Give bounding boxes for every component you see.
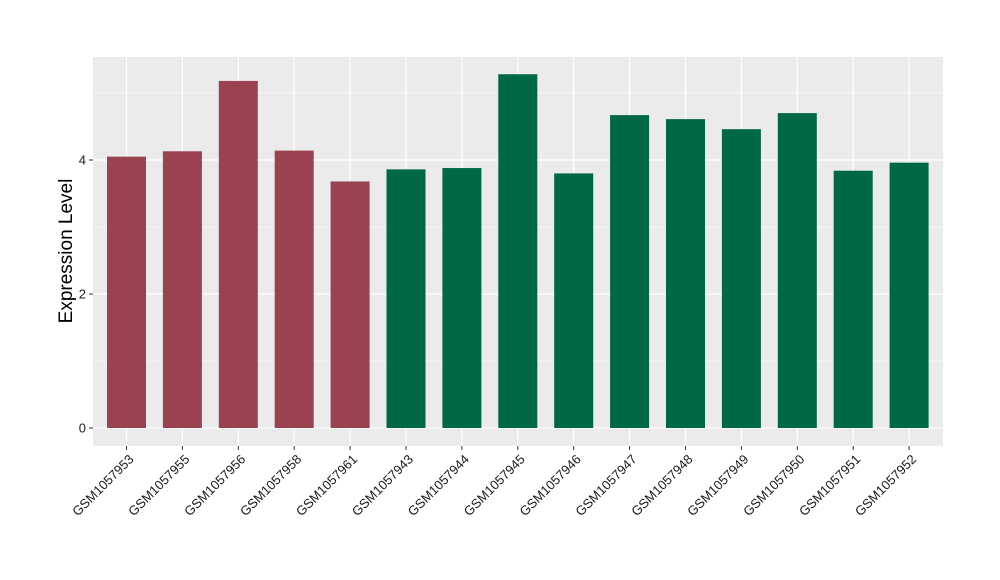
bar-GSM1057951 xyxy=(833,170,873,428)
bar-GSM1057953 xyxy=(107,156,146,428)
y-axis-title: Expression Level xyxy=(56,179,77,324)
y-tick-label: 4 xyxy=(79,153,86,168)
bar-GSM1057955 xyxy=(162,151,202,429)
bar-GSM1057956 xyxy=(218,80,258,428)
bar-GSM1057946 xyxy=(554,173,594,428)
bar-GSM1057944 xyxy=(442,168,482,429)
bar-GSM1057961 xyxy=(330,181,370,428)
y-tick-label: 2 xyxy=(79,287,86,302)
bar-GSM1057948 xyxy=(666,119,705,428)
y-axis: 0 2 4 xyxy=(79,153,93,436)
bar-GSM1057949 xyxy=(721,129,761,428)
x-axis: GSM1057953GSM1057955GSM1057956GSM1057958… xyxy=(69,446,919,519)
y-tick-label: 0 xyxy=(79,421,86,436)
bar-GSM1057958 xyxy=(274,150,314,428)
bars xyxy=(107,74,929,429)
bar-GSM1057950 xyxy=(777,113,817,428)
bar-GSM1057945 xyxy=(498,74,538,429)
bar-GSM1057943 xyxy=(386,169,426,428)
bar-GSM1057947 xyxy=(610,115,650,429)
bar-GSM1057952 xyxy=(889,162,929,428)
